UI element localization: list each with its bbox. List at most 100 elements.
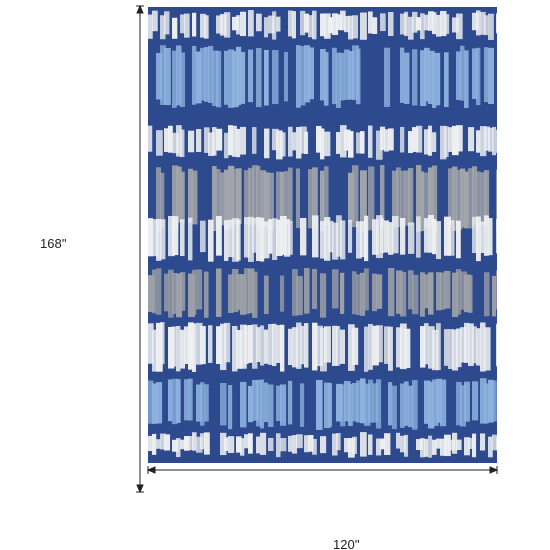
pattern-streak bbox=[312, 322, 318, 371]
pattern-streak bbox=[344, 49, 350, 100]
pattern-streak bbox=[160, 433, 167, 450]
pattern-streak bbox=[496, 270, 497, 310]
pattern-streak bbox=[380, 13, 386, 32]
pattern-streak bbox=[476, 47, 481, 106]
pattern-streak bbox=[364, 268, 369, 311]
pattern-streak bbox=[180, 272, 186, 311]
pattern-streak bbox=[292, 269, 298, 316]
pattern-streak bbox=[304, 435, 309, 453]
pattern-streak bbox=[368, 323, 373, 370]
pattern-streak bbox=[336, 433, 341, 451]
pattern-streak bbox=[260, 432, 267, 455]
pattern-streak bbox=[396, 327, 403, 368]
pattern-streak bbox=[376, 215, 383, 259]
pattern-streak bbox=[292, 327, 299, 368]
pattern-streak bbox=[332, 47, 337, 105]
pattern-streak bbox=[340, 10, 346, 31]
pattern-streak bbox=[320, 221, 326, 259]
pattern-streak bbox=[488, 47, 494, 104]
pattern-streak bbox=[464, 437, 470, 456]
pattern-streak bbox=[332, 13, 339, 36]
pattern-streak bbox=[424, 172, 431, 229]
pattern-streak bbox=[196, 129, 202, 153]
pattern-streak bbox=[232, 325, 238, 372]
pattern-streak bbox=[484, 215, 489, 256]
pattern-streak bbox=[272, 128, 279, 151]
pattern-streak bbox=[440, 10, 447, 37]
pattern-streak bbox=[488, 218, 493, 256]
pattern-streak bbox=[296, 126, 302, 159]
pattern-streak bbox=[172, 50, 177, 108]
pattern-streak bbox=[300, 126, 307, 154]
pattern-streak bbox=[332, 433, 338, 456]
pattern-streak bbox=[252, 217, 257, 253]
pattern-streak bbox=[288, 221, 293, 255]
pattern-streak bbox=[228, 385, 233, 430]
pattern-streak bbox=[412, 127, 419, 152]
pattern-streak bbox=[444, 14, 450, 34]
pattern-streak bbox=[460, 45, 465, 101]
pattern-streak bbox=[452, 17, 459, 33]
pattern-streak bbox=[188, 217, 193, 261]
arrow bbox=[489, 466, 499, 474]
pattern-streak bbox=[252, 127, 257, 154]
pattern-streak bbox=[172, 378, 178, 425]
pattern-streak bbox=[320, 128, 325, 160]
pattern-streak bbox=[348, 384, 353, 426]
pattern-streak bbox=[264, 275, 269, 315]
pattern-streak bbox=[204, 47, 210, 102]
pattern-streak bbox=[428, 381, 435, 429]
pattern-streak bbox=[300, 383, 305, 427]
pattern-streak bbox=[344, 129, 351, 151]
pattern-streak bbox=[344, 438, 351, 453]
pattern-streak bbox=[420, 326, 426, 368]
pattern-streak bbox=[424, 274, 431, 309]
pattern-streak bbox=[444, 434, 451, 457]
pattern-streak bbox=[420, 438, 425, 458]
pattern-streak bbox=[180, 439, 187, 450]
pattern-streak bbox=[148, 14, 153, 39]
pattern-streak bbox=[192, 170, 198, 225]
pattern-streak bbox=[456, 169, 463, 230]
pattern-streak bbox=[272, 11, 277, 40]
pattern-streak bbox=[224, 50, 229, 105]
pattern-streak bbox=[348, 219, 353, 253]
pattern-streak bbox=[320, 436, 327, 454]
pattern-streak bbox=[324, 382, 331, 429]
pattern-streak bbox=[404, 328, 411, 368]
pattern-streak bbox=[288, 435, 293, 452]
pattern-streak bbox=[276, 219, 283, 256]
pattern-streak bbox=[248, 216, 254, 262]
pattern-streak bbox=[196, 322, 203, 365]
pattern-streak bbox=[352, 15, 359, 39]
pattern-streak bbox=[480, 221, 485, 253]
pattern-streak bbox=[368, 379, 374, 423]
pattern-streak bbox=[252, 324, 258, 369]
pattern-streak bbox=[488, 127, 494, 152]
pattern-streak bbox=[244, 217, 250, 258]
pattern-streak bbox=[452, 125, 459, 156]
pattern-streak bbox=[480, 378, 487, 424]
pattern-streak bbox=[352, 436, 357, 454]
pattern-streak bbox=[404, 434, 409, 457]
pattern-streak bbox=[160, 219, 166, 260]
pattern-streak bbox=[148, 275, 155, 312]
pattern-streak bbox=[480, 322, 486, 372]
pattern-streak bbox=[232, 268, 239, 313]
pattern-streak bbox=[392, 170, 399, 228]
pattern-streak bbox=[460, 327, 467, 363]
pattern-streak bbox=[432, 165, 438, 232]
dimension-lines bbox=[136, 4, 499, 494]
pattern-streak bbox=[408, 16, 414, 40]
pattern-streak bbox=[472, 216, 478, 254]
pattern-streak bbox=[308, 47, 314, 100]
pattern-streak bbox=[264, 382, 269, 423]
pattern-streak bbox=[492, 380, 497, 422]
pattern-streak bbox=[272, 323, 277, 367]
pattern-streak bbox=[348, 324, 355, 371]
pattern-streak bbox=[176, 438, 181, 458]
pattern-streak bbox=[204, 384, 209, 422]
pattern-streak bbox=[348, 15, 354, 40]
pattern-streak bbox=[228, 165, 235, 228]
pattern-streak bbox=[320, 13, 326, 37]
